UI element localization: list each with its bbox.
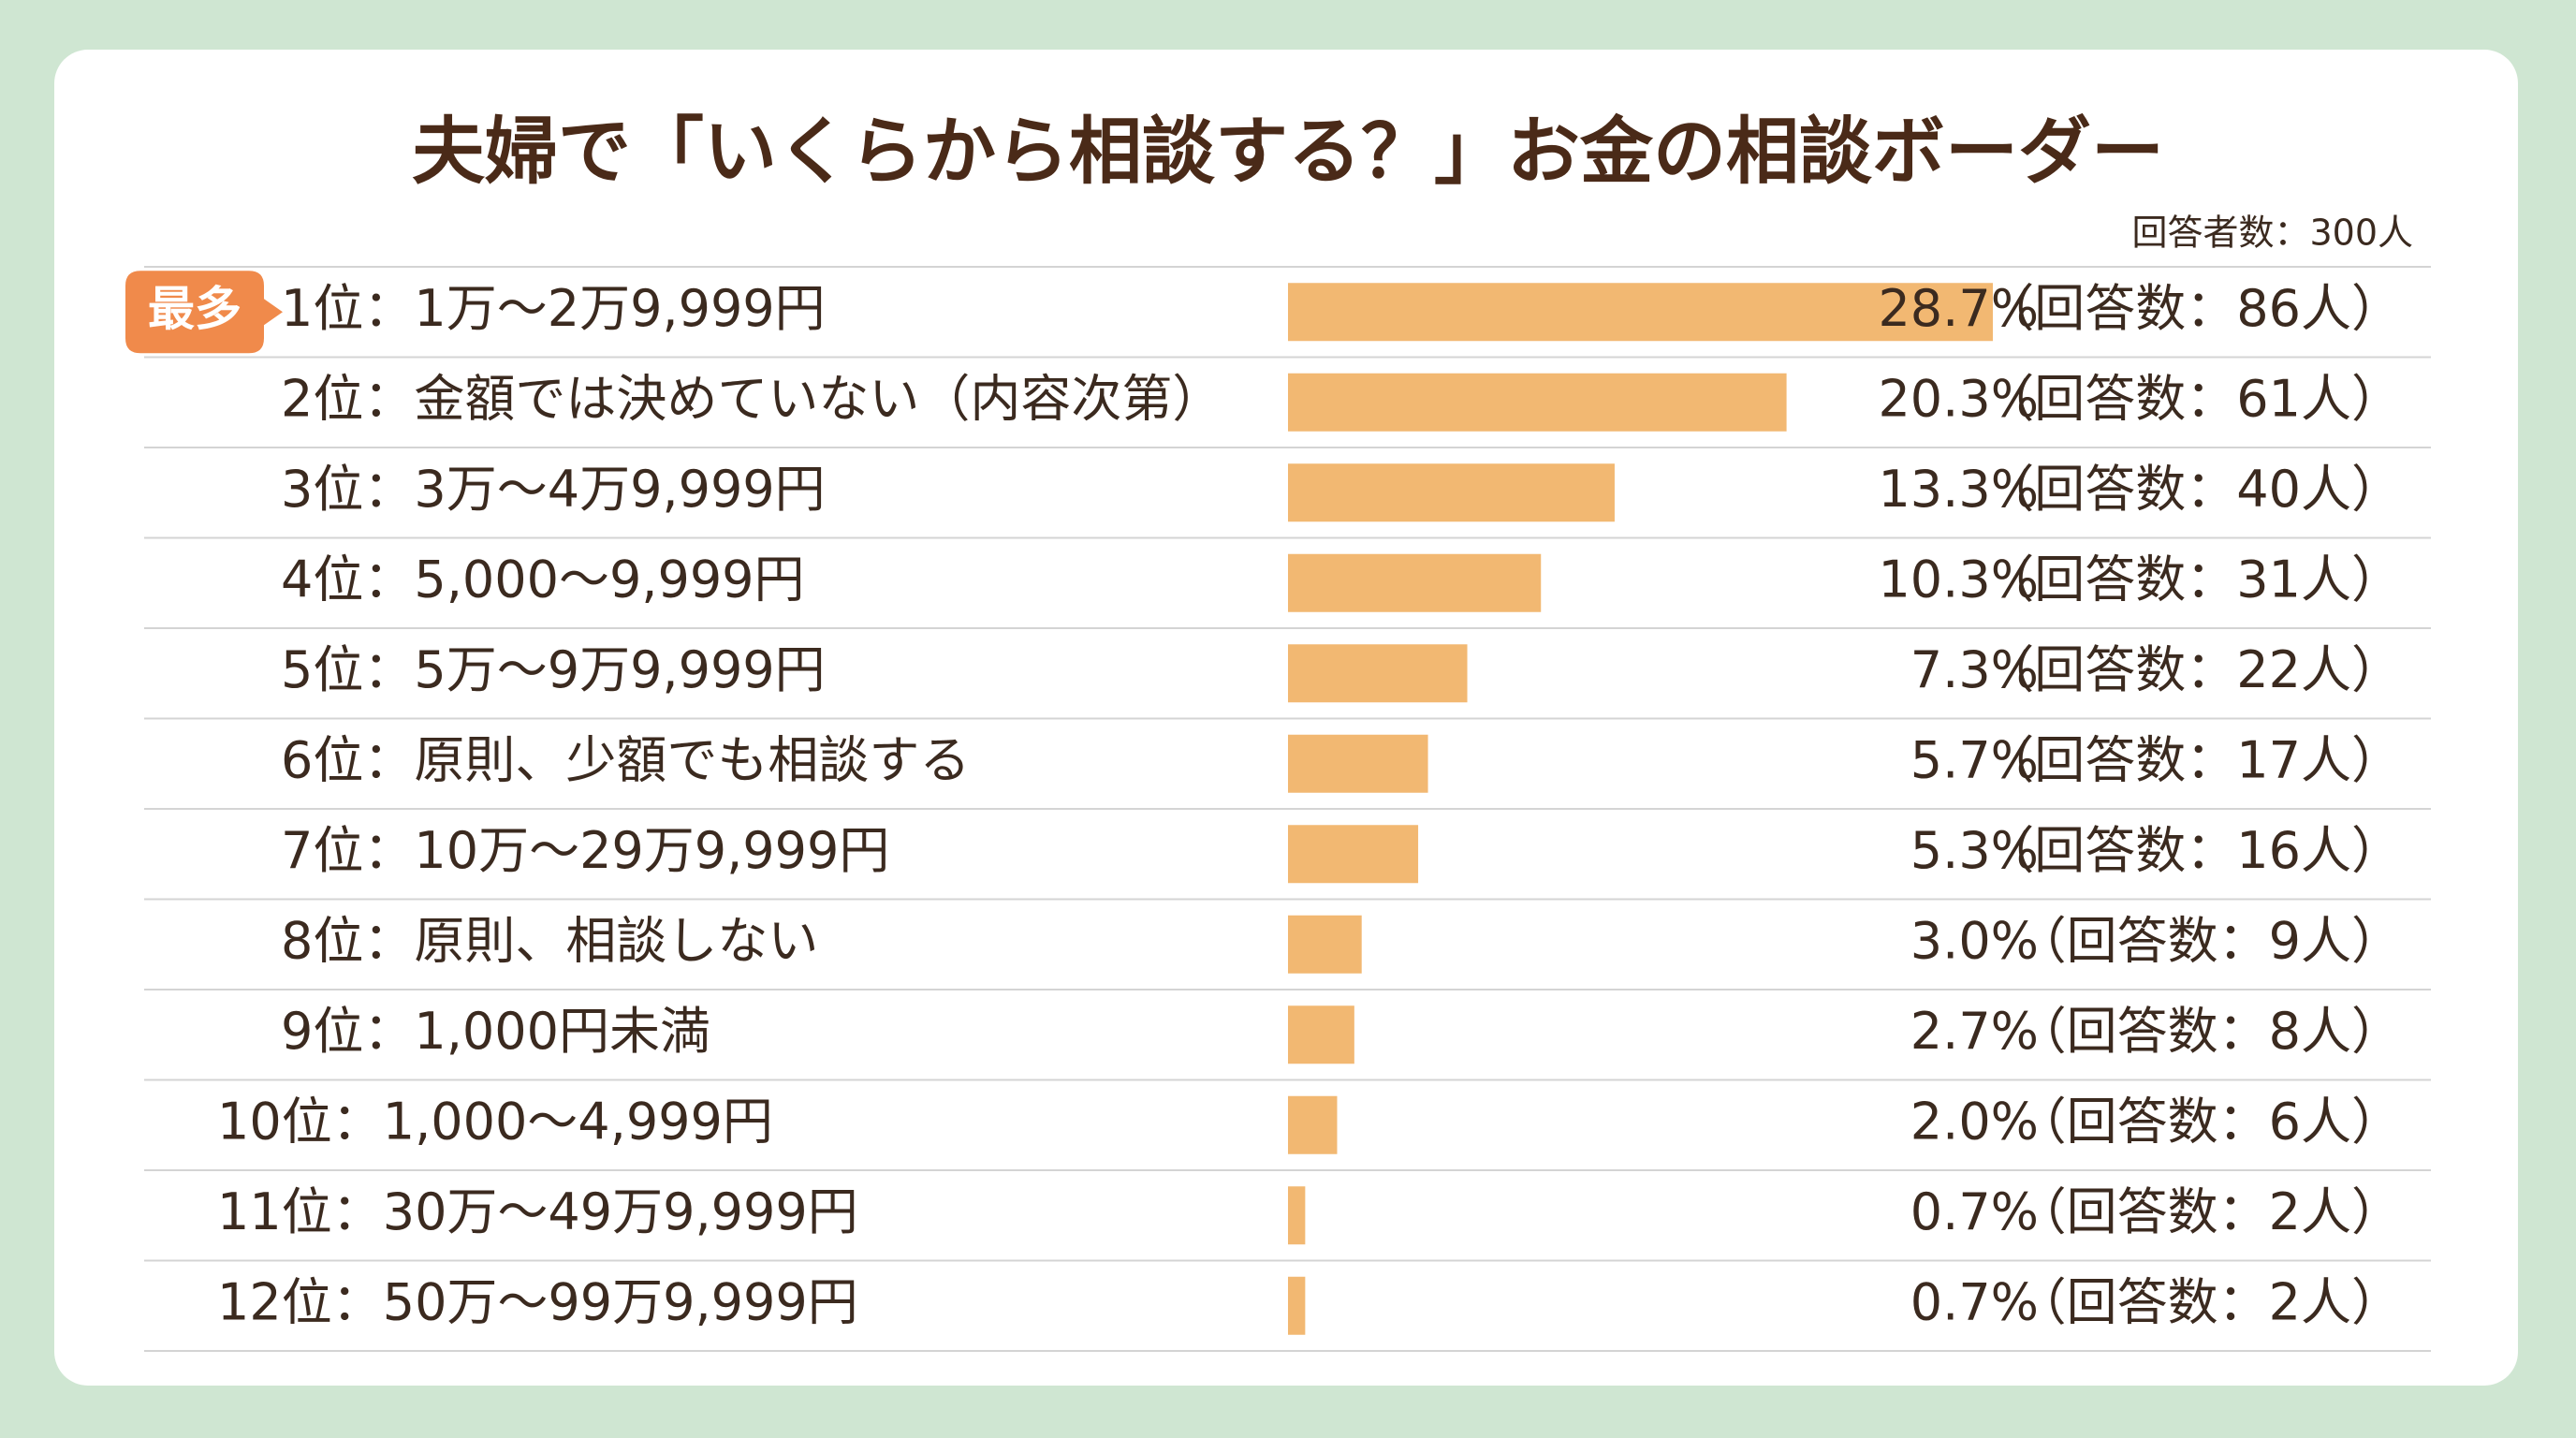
bar — [1288, 1276, 1306, 1335]
count-label: （回答数：2人） — [2016, 1182, 2402, 1241]
category-label: 10位：1,000〜4,999円 — [217, 1092, 773, 1151]
count-label: （回答数：31人） — [1983, 550, 2402, 609]
count-label: （回答数：8人） — [2016, 1002, 2402, 1061]
bar — [1288, 644, 1468, 703]
value-label: 7.3% — [1910, 640, 2039, 699]
value-label: 0.7% — [1910, 1182, 2039, 1241]
count-label: （回答数：17人） — [1983, 730, 2402, 789]
bar — [1288, 825, 1419, 884]
category-label: 7位：10万〜29万9,999円 — [281, 821, 889, 880]
value-label: 0.7% — [1910, 1272, 2039, 1331]
count-label: （回答数：16人） — [1983, 821, 2402, 880]
value-label: 28.7% — [1878, 279, 2039, 338]
bar — [1288, 283, 1993, 342]
category-label: 4位：5,000〜9,999円 — [281, 550, 805, 609]
chart-title: 夫婦で「いくらから相談する？」お金の相談ボーダー — [412, 110, 2164, 194]
category-label: 11位：30万〜49万9,999円 — [217, 1182, 858, 1241]
bar — [1288, 373, 1787, 432]
count-label: （回答数：9人） — [2016, 911, 2402, 970]
bar — [1288, 734, 1428, 793]
subtitle: 回答者数：300人 — [2131, 213, 2413, 254]
count-label: （回答数：61人） — [1983, 369, 2402, 428]
value-label: 13.3% — [1878, 460, 2039, 519]
category-label: 5位：5万〜9万9,999円 — [281, 640, 826, 699]
bar — [1288, 915, 1362, 974]
badge-shape — [125, 271, 283, 354]
category-label: 2位：金額では決めていない（内容次第） — [281, 369, 1222, 428]
count-label: （回答数：86人） — [1983, 279, 2402, 338]
value-label: 20.3% — [1878, 369, 2039, 428]
value-label: 2.0% — [1910, 1092, 2039, 1151]
value-label: 10.3% — [1878, 550, 2039, 609]
category-label: 9位：1,000円未満 — [281, 1002, 710, 1061]
value-label: 5.3% — [1910, 821, 2039, 880]
count-label: （回答数：22人） — [1983, 640, 2402, 699]
count-label: （回答数：2人） — [2016, 1272, 2402, 1331]
category-label: 12位：50万〜99万9,999円 — [217, 1272, 858, 1331]
bar — [1288, 1095, 1338, 1154]
value-label: 5.7% — [1910, 730, 2039, 789]
badge-label: 最多 — [148, 282, 242, 336]
value-label: 2.7% — [1910, 1002, 2039, 1061]
category-label: 6位：原則、少額でも相談する — [281, 730, 970, 789]
bar — [1288, 1186, 1306, 1245]
value-label: 3.0% — [1910, 911, 2039, 970]
category-label: 3位：3万〜4万9,999円 — [281, 460, 826, 519]
category-label: 8位：原則、相談しない — [281, 911, 818, 970]
bar — [1288, 463, 1615, 522]
bar — [1288, 1005, 1354, 1064]
bar — [1288, 553, 1542, 612]
count-label: （回答数：40人） — [1983, 460, 2402, 519]
count-label: （回答数：6人） — [2016, 1092, 2402, 1151]
category-label: 1位：1万〜2万9,999円 — [281, 279, 826, 338]
